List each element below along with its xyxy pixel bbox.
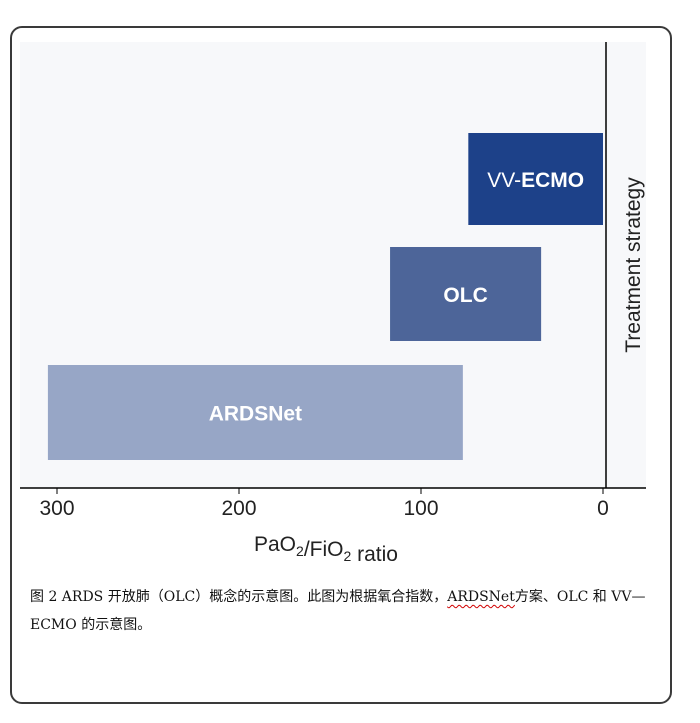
x-ticks-group: 300 200 100 0 (39, 488, 609, 520)
caption-text-1: 图 2 ARDS 开放肺（OLC）概念的示意图。此图为根据氧合指数， (30, 589, 448, 605)
x-axis-title: PaO2/FiO2 ratio (254, 533, 398, 566)
bar-label-ardsnet: ARDSNet (209, 403, 302, 426)
bar-label-olc: OLC (443, 284, 487, 307)
x-tick-label-300: 300 (39, 497, 74, 520)
bar-vv-ecmo (468, 133, 603, 225)
y-axis-title: Treatment strategy (622, 177, 645, 353)
caption-term-ardsnet: ARDSNet (447, 589, 515, 605)
bar-label-vv-ecmo: VV-ECMO (487, 169, 584, 192)
bar-ardsnet (47, 365, 463, 460)
x-tick-label-100: 100 (403, 497, 438, 520)
bar-olc (390, 247, 542, 341)
x-tick-label-200: 200 (221, 497, 256, 520)
x-tick-label-0: 0 (597, 497, 609, 520)
bars-group: ARDSNet OLC VV-ECMO (47, 133, 603, 460)
figure-caption: 图 2 ARDS 开放肺（OLC）概念的示意图。此图为根据氧合指数，ARDSNe… (30, 583, 655, 639)
caption-text-2: 方案、OLC 和 VV—ECMO 的示意图。 (30, 589, 646, 633)
